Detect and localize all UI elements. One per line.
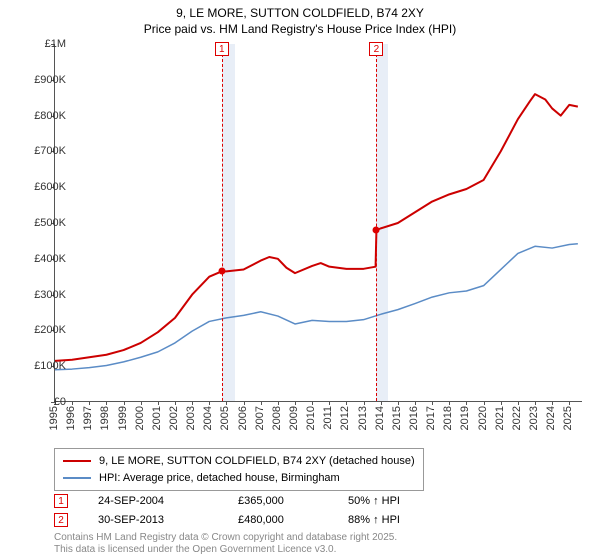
y-tick-label: £300K <box>6 289 66 301</box>
x-tick-label: 2009 <box>288 406 300 430</box>
series-hpi <box>55 244 578 370</box>
x-tick-label: 2010 <box>305 406 317 430</box>
x-tick-label: 1996 <box>65 406 77 430</box>
y-tick-label: £500K <box>6 217 66 229</box>
legend-item: HPI: Average price, detached house, Birm… <box>63 470 415 487</box>
x-tick-label: 2003 <box>185 406 197 430</box>
sale-date: 30-SEP-2013 <box>98 511 208 530</box>
x-tick-label: 2014 <box>374 406 386 430</box>
sale-row: 2 30-SEP-2013 £480,000 88% ↑ HPI <box>54 511 400 530</box>
x-tick-label: 2013 <box>357 406 369 430</box>
sale-line-badge: 1 <box>215 42 229 56</box>
y-tick-label: £200K <box>6 324 66 336</box>
x-tick-label: 2011 <box>322 406 334 430</box>
x-tick-label: 2024 <box>545 406 557 430</box>
y-tick-label: £800K <box>6 110 66 122</box>
footer-line2: This data is licensed under the Open Gov… <box>54 544 397 556</box>
title-line1: 9, LE MORE, SUTTON COLDFIELD, B74 2XY <box>0 6 600 22</box>
title-line2: Price paid vs. HM Land Registry's House … <box>0 22 600 38</box>
sale-line-badge: 2 <box>369 42 383 56</box>
legend-label: HPI: Average price, detached house, Birm… <box>99 470 340 487</box>
x-tick-label: 2025 <box>562 406 574 430</box>
legend-label: 9, LE MORE, SUTTON COLDFIELD, B74 2XY (d… <box>99 453 415 470</box>
chart-svg <box>55 44 582 401</box>
x-tick-label: 2020 <box>477 406 489 430</box>
x-tick-label: 2018 <box>442 406 454 430</box>
x-tick-label: 2001 <box>151 406 163 430</box>
sales-table: 1 24-SEP-2004 £365,000 50% ↑ HPI 2 30-SE… <box>54 492 400 529</box>
x-tick-label: 2002 <box>168 406 180 430</box>
x-tick-label: 2022 <box>511 406 523 430</box>
x-tick-label: 2023 <box>528 406 540 430</box>
sale-vs-hpi: 50% ↑ HPI <box>348 492 400 511</box>
sale-badge: 1 <box>54 494 68 508</box>
sale-badge: 2 <box>54 513 68 527</box>
x-tick-label: 2017 <box>425 406 437 430</box>
x-tick-label: 2021 <box>494 406 506 430</box>
x-tick-label: 2015 <box>391 406 403 430</box>
sale-date: 24-SEP-2004 <box>98 492 208 511</box>
x-tick-label: 1998 <box>99 406 111 430</box>
legend-swatch <box>63 460 91 462</box>
sale-marker <box>218 268 225 275</box>
chart-area: 12 <box>54 44 582 402</box>
x-tick-label: 2004 <box>202 406 214 430</box>
legend-swatch <box>63 477 91 479</box>
x-tick-label: 1995 <box>48 406 60 430</box>
sale-vs-hpi: 88% ↑ HPI <box>348 511 400 530</box>
x-tick-label: 2007 <box>254 406 266 430</box>
y-tick-label: £100K <box>6 360 66 372</box>
sale-price: £480,000 <box>238 511 318 530</box>
footer: Contains HM Land Registry data © Crown c… <box>54 532 397 556</box>
sale-marker <box>373 227 380 234</box>
x-tick-label: 2006 <box>237 406 249 430</box>
x-tick-label: 2005 <box>219 406 231 430</box>
y-tick-label: £1M <box>6 38 66 50</box>
y-tick-label: £600K <box>6 181 66 193</box>
chart-title: 9, LE MORE, SUTTON COLDFIELD, B74 2XY Pr… <box>0 0 600 37</box>
y-tick-label: £700K <box>6 145 66 157</box>
x-tick-label: 1999 <box>117 406 129 430</box>
x-tick-label: 2019 <box>459 406 471 430</box>
sale-price: £365,000 <box>238 492 318 511</box>
y-tick-label: £900K <box>6 74 66 86</box>
x-tick-label: 1997 <box>82 406 94 430</box>
x-tick-label: 2008 <box>271 406 283 430</box>
x-tick-label: 2000 <box>134 406 146 430</box>
legend-item: 9, LE MORE, SUTTON COLDFIELD, B74 2XY (d… <box>63 453 415 470</box>
legend: 9, LE MORE, SUTTON COLDFIELD, B74 2XY (d… <box>54 448 424 491</box>
x-tick-label: 2016 <box>408 406 420 430</box>
x-tick-label: 2012 <box>339 406 351 430</box>
sale-row: 1 24-SEP-2004 £365,000 50% ↑ HPI <box>54 492 400 511</box>
footer-line1: Contains HM Land Registry data © Crown c… <box>54 532 397 544</box>
y-tick-label: £400K <box>6 253 66 265</box>
